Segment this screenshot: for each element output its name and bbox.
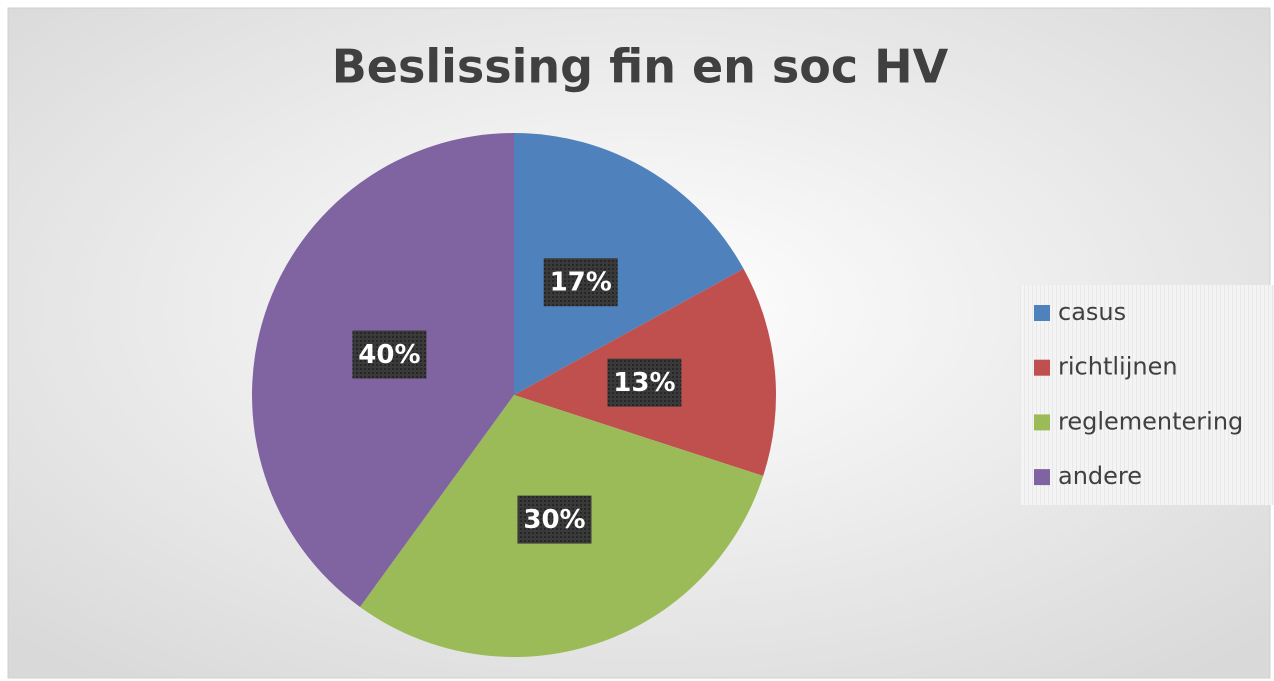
pie-slice [514, 133, 744, 395]
data-label: 40% [358, 340, 420, 370]
legend-swatch [1034, 469, 1050, 486]
data-label-box [517, 495, 592, 544]
data-label-box [543, 258, 618, 307]
legend-swatch [1034, 359, 1050, 376]
data-label: 13% [613, 368, 675, 398]
legend-swatch [1034, 414, 1050, 431]
legend-label: reglementering [1058, 407, 1243, 435]
data-label: 17% [550, 268, 612, 298]
legend-swatch [1034, 305, 1050, 321]
data-label: 30% [523, 505, 585, 535]
data-label-box [607, 358, 682, 407]
legend-label: casus [1058, 298, 1126, 326]
chart-title: Beslissing fin en soc HV [332, 40, 949, 94]
legend-label: andere [1058, 462, 1142, 490]
legend-background [1020, 285, 1274, 505]
legend-label: richtlijnen [1058, 353, 1178, 381]
data-label-box [352, 330, 427, 379]
